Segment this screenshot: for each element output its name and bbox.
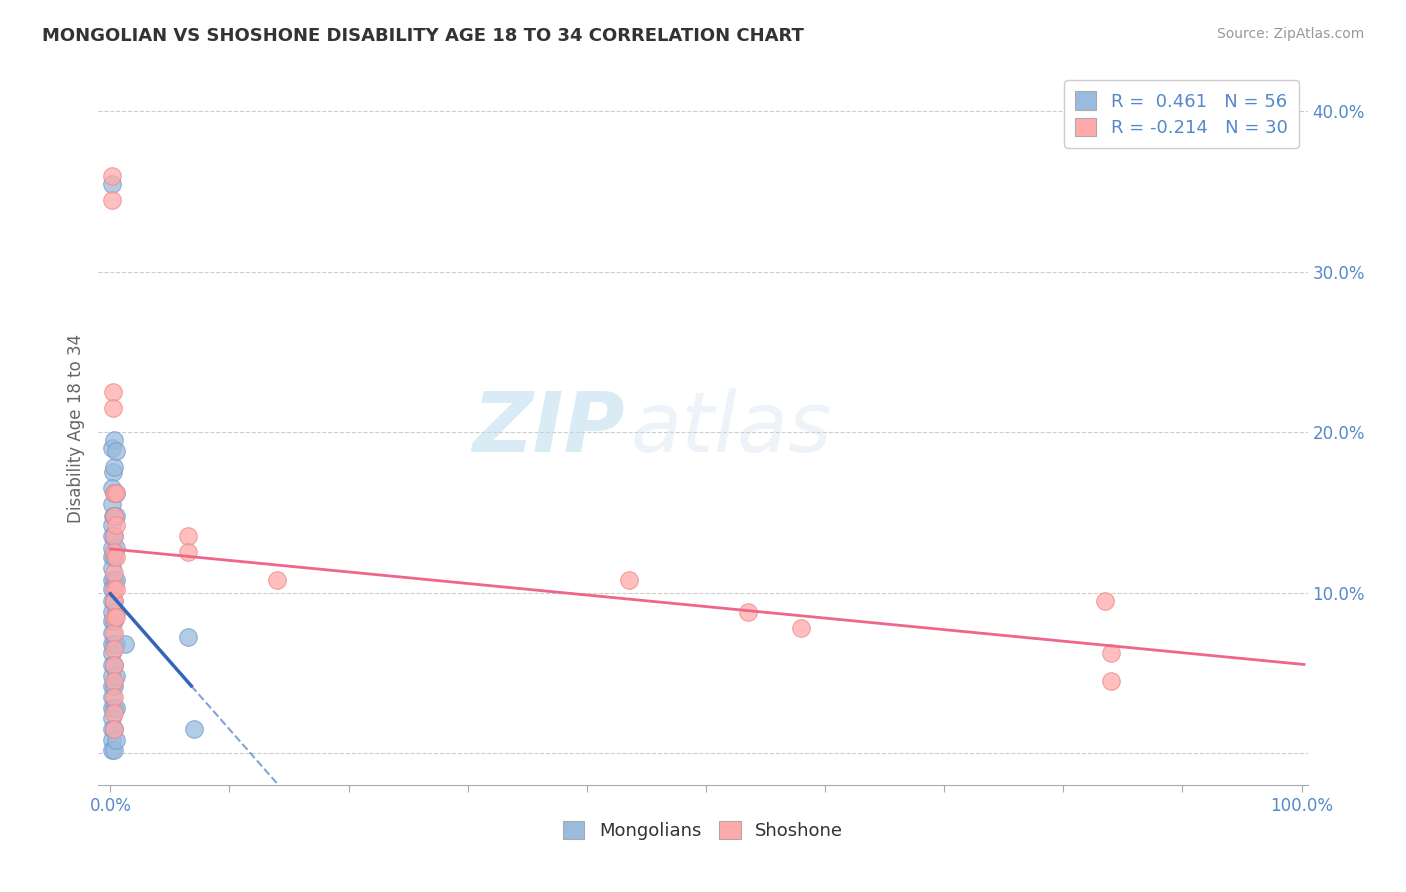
Point	[103, 573, 125, 587]
Text: MONGOLIAN VS SHOSHONE DISABILITY AGE 18 TO 34 CORRELATION CHART: MONGOLIAN VS SHOSHONE DISABILITY AGE 18 …	[42, 27, 804, 45]
Text: Source: ZipAtlas.com: Source: ZipAtlas.com	[1216, 27, 1364, 41]
Point	[103, 673, 125, 688]
Point	[105, 582, 128, 597]
Point	[103, 657, 125, 672]
Point	[100, 177, 122, 191]
Legend: Mongolians, Shoshone: Mongolians, Shoshone	[555, 814, 851, 847]
Point	[100, 701, 122, 715]
Point	[183, 722, 205, 736]
Point	[103, 706, 125, 720]
Point	[103, 545, 125, 559]
Point	[114, 637, 136, 651]
Point	[737, 605, 759, 619]
Point	[177, 529, 200, 543]
Point	[105, 518, 128, 533]
Point	[105, 486, 128, 500]
Point	[103, 593, 125, 607]
Point	[105, 733, 128, 747]
Point	[100, 679, 122, 693]
Point	[103, 508, 125, 523]
Point	[103, 615, 125, 629]
Point	[790, 621, 813, 635]
Y-axis label: Disability Age 18 to 34: Disability Age 18 to 34	[66, 334, 84, 523]
Point	[103, 690, 125, 704]
Point	[100, 193, 122, 207]
Point	[105, 637, 128, 651]
Point	[100, 481, 122, 495]
Point	[105, 609, 128, 624]
Point	[103, 742, 125, 756]
Point	[100, 690, 122, 704]
Point	[100, 593, 122, 607]
Point	[100, 710, 122, 724]
Point	[103, 582, 125, 597]
Point	[103, 722, 125, 736]
Point	[100, 529, 122, 543]
Point	[100, 561, 122, 575]
Point	[177, 545, 200, 559]
Point	[100, 518, 122, 533]
Point	[100, 733, 122, 747]
Point	[101, 401, 124, 416]
Point	[103, 701, 125, 715]
Point	[100, 605, 122, 619]
Point	[103, 508, 125, 523]
Point	[105, 573, 128, 587]
Point	[1099, 673, 1122, 688]
Point	[100, 669, 122, 683]
Point	[100, 647, 122, 661]
Point	[100, 637, 122, 651]
Point	[103, 609, 125, 624]
Point	[100, 722, 122, 736]
Point	[100, 573, 122, 587]
Point	[101, 465, 124, 479]
Point	[100, 441, 122, 455]
Point	[100, 497, 122, 511]
Point	[105, 486, 128, 500]
Point	[103, 722, 125, 736]
Point	[100, 615, 122, 629]
Point	[103, 593, 125, 607]
Point	[100, 541, 122, 555]
Point	[177, 631, 200, 645]
Point	[103, 550, 125, 565]
Point	[103, 460, 125, 475]
Point	[101, 508, 124, 523]
Text: atlas: atlas	[630, 388, 832, 468]
Point	[100, 625, 122, 640]
Point	[100, 550, 122, 565]
Point	[105, 701, 128, 715]
Point	[105, 605, 128, 619]
Point	[103, 433, 125, 447]
Point	[101, 385, 124, 400]
Point	[1094, 593, 1116, 607]
Point	[105, 669, 128, 683]
Point	[103, 641, 125, 656]
Point	[103, 566, 125, 581]
Point	[105, 541, 128, 555]
Point	[105, 550, 128, 565]
Point	[103, 637, 125, 651]
Text: ZIP: ZIP	[472, 388, 624, 468]
Point	[103, 529, 125, 543]
Point	[266, 573, 288, 587]
Point	[103, 657, 125, 672]
Point	[100, 742, 122, 756]
Point	[100, 169, 122, 183]
Point	[103, 679, 125, 693]
Point	[617, 573, 640, 587]
Point	[103, 529, 125, 543]
Point	[105, 508, 128, 523]
Point	[105, 444, 128, 458]
Point	[100, 657, 122, 672]
Point	[1099, 647, 1122, 661]
Point	[103, 625, 125, 640]
Point	[100, 582, 122, 597]
Point	[103, 486, 125, 500]
Point	[103, 486, 125, 500]
